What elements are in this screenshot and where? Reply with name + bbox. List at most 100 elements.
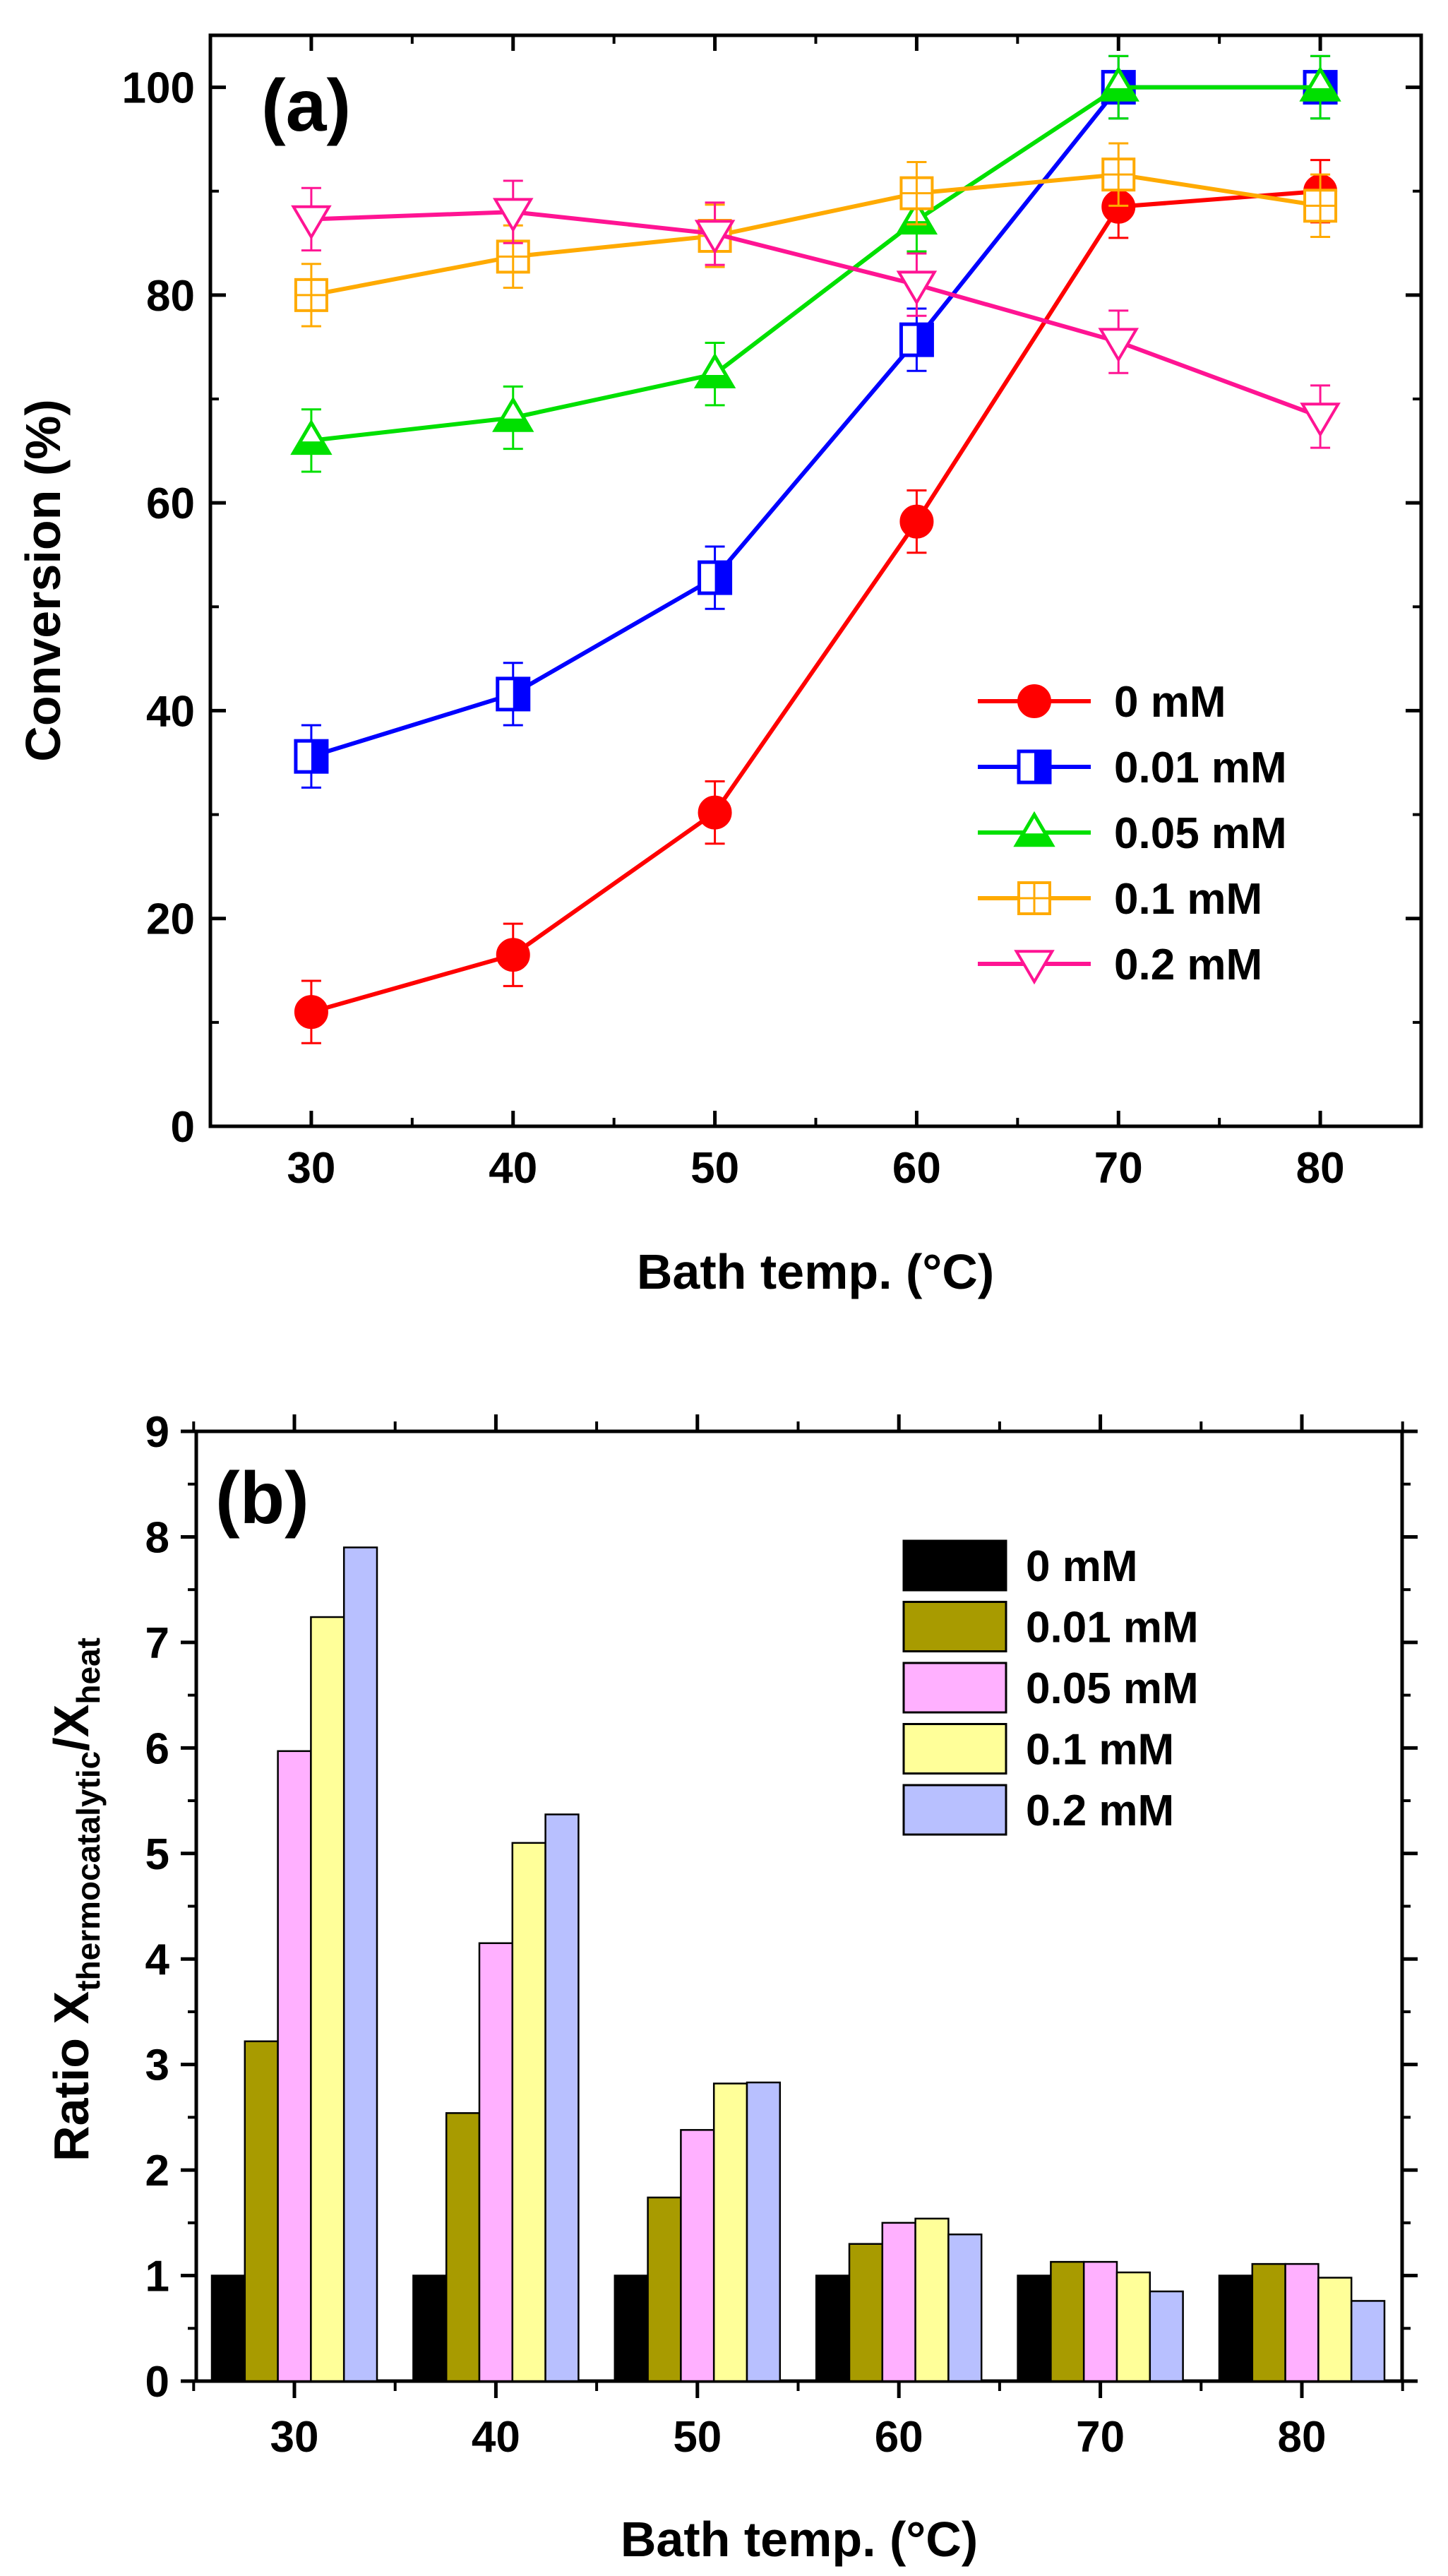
b-y-tick-label: 5 <box>145 1830 169 1879</box>
marker-triangle-down <box>1014 950 1055 985</box>
b-legend-label: 0.2 mM <box>1026 1787 1174 1835</box>
b-legend-label: 0.05 mM <box>1026 1664 1199 1713</box>
b-y-tick-label: 1 <box>145 2253 169 2301</box>
b-x-tick-label: 30 <box>270 2413 319 2462</box>
a-y-tick-label: 100 <box>122 64 195 113</box>
marker-triangle-down <box>492 198 534 233</box>
b-bar <box>277 1750 312 2383</box>
a-x-tick-label: 40 <box>489 1144 537 1193</box>
b-y-tick-label: 2 <box>145 2147 169 2195</box>
b-legend-label: 0 mM <box>1026 1542 1137 1591</box>
marker-triangle-down <box>291 205 332 240</box>
b-bar <box>848 2243 884 2383</box>
b-bar <box>614 2274 649 2383</box>
panel-a-x-axis-title: Bath temp. (°C) <box>637 1244 994 1299</box>
b-bar <box>1317 2277 1353 2383</box>
b-bar <box>478 1942 514 2383</box>
b-legend-swatch <box>902 1723 1007 1775</box>
panel-b-y-axis-title: Ratio Xthermocatalytic/Xheat <box>44 1638 107 2161</box>
a-x-tick-label: 60 <box>892 1144 941 1193</box>
b-bar <box>1251 2262 1286 2383</box>
marker-triangle-fill <box>1100 88 1137 100</box>
b-bar <box>511 1842 546 2383</box>
a-y-tick-label: 60 <box>146 479 195 528</box>
a-legend-item: 0 mM <box>978 678 1226 727</box>
y-title-main: Ratio X <box>44 1991 99 2161</box>
marker-triangle-fill <box>1016 833 1053 845</box>
marker-circle <box>899 504 934 539</box>
a-x-tick-label: 80 <box>1296 1144 1345 1193</box>
a-legend-item: 0.05 mM <box>978 809 1287 858</box>
a-series-line <box>311 85 1321 443</box>
b-bar <box>1218 2274 1254 2383</box>
marker-triangle-down <box>1098 328 1139 363</box>
a-x-tick-label: 30 <box>287 1144 335 1193</box>
b-x-tick-label: 60 <box>875 2413 923 2462</box>
a-x-tick-label: 50 <box>690 1144 739 1193</box>
y-title-sub1: thermocatalytic <box>70 1751 107 1991</box>
a-legend-label: 0 mM <box>1114 678 1226 727</box>
panel-b-ratio-chart: 0 1 2 3 4 5 6 7 8 9 30 40 50 60 70 80 (b) Bath temp. (°… <box>44 1408 1418 2567</box>
b-bar <box>680 2129 715 2383</box>
panel-b-legend: 0 mM 0.01 mM 0.05 mM 0.1 mM 0.2 mM <box>902 1539 1199 1836</box>
b-legend-label: 0.1 mM <box>1026 1726 1174 1775</box>
b-legend-swatch <box>902 1662 1007 1714</box>
a-y-tick-label: 20 <box>146 895 195 944</box>
b-x-tick-label: 80 <box>1278 2413 1327 2462</box>
b-y-tick-label: 0 <box>145 2358 169 2407</box>
a-y-tick-label: 0 <box>171 1103 195 1152</box>
b-legend-item: 0.1 mM <box>902 1723 1174 1775</box>
b-legend-item: 0.01 mM <box>902 1601 1199 1652</box>
marker-triangle-down <box>694 220 736 255</box>
b-series-0.05-mM <box>277 1750 1320 2383</box>
panel-a-legend: 0 mM 0.01 mM 0.05 mM 0.1 mM 0.2 mM <box>978 678 1287 989</box>
marker-circle <box>1017 684 1051 718</box>
b-y-tick-label: 7 <box>145 1619 169 1668</box>
marker-triangle-fill <box>1302 88 1339 100</box>
b-bar <box>914 2217 950 2383</box>
b-bar <box>1017 2274 1052 2383</box>
b-series-0.1-mM <box>310 1616 1353 2383</box>
b-bar <box>210 2274 246 2383</box>
a-x-tick-label: 70 <box>1094 1144 1143 1193</box>
b-legend-item: 0.05 mM <box>902 1662 1199 1714</box>
b-legend-item: 0 mM <box>902 1539 1137 1592</box>
y-title-mid: /X <box>44 1704 99 1751</box>
b-series-0.01-mM <box>244 2040 1286 2383</box>
panel-a-label: (a) <box>261 65 351 147</box>
b-legend-swatch <box>902 1784 1007 1836</box>
b-x-tick-label: 40 <box>472 2413 520 2462</box>
marker-square-fill <box>1034 751 1050 782</box>
b-x-tick-label: 50 <box>673 2413 722 2462</box>
b-bar <box>310 1616 345 2383</box>
panel-b-label: (b) <box>215 1457 309 1539</box>
b-y-tick-label: 6 <box>145 1724 169 1773</box>
marker-circle <box>698 795 732 830</box>
b-bar <box>647 2196 682 2383</box>
b-bar <box>746 2081 782 2383</box>
b-bar <box>1115 2271 1151 2383</box>
b-bar <box>244 2040 279 2383</box>
marker-circle <box>294 995 328 1030</box>
b-series-0.2-mM <box>342 1546 1386 2383</box>
b-bar <box>1350 2300 1386 2383</box>
b-bar <box>1082 2260 1118 2383</box>
a-y-tick-label: 80 <box>146 272 195 321</box>
marker-square-fill <box>714 562 731 594</box>
panel-a-y-axis-title: Conversion (%) <box>16 399 71 761</box>
a-legend-label: 0.05 mM <box>1114 809 1287 858</box>
a-legend-label: 0.2 mM <box>1114 941 1262 989</box>
b-bar <box>712 2082 748 2383</box>
b-series-0-mM <box>210 2274 1254 2383</box>
b-legend-item: 0.2 mM <box>902 1784 1174 1836</box>
b-bar <box>412 2274 448 2383</box>
marker-triangle-down <box>1300 402 1341 438</box>
a-legend-item: 0.01 mM <box>978 744 1287 792</box>
b-y-tick-label: 3 <box>145 2041 169 2090</box>
b-bar <box>815 2274 851 2383</box>
b-x-tick-label: 70 <box>1076 2413 1125 2462</box>
y-title-sub2: heat <box>70 1638 107 1705</box>
b-bar <box>1284 2262 1320 2383</box>
marker-square-fill <box>513 678 529 710</box>
